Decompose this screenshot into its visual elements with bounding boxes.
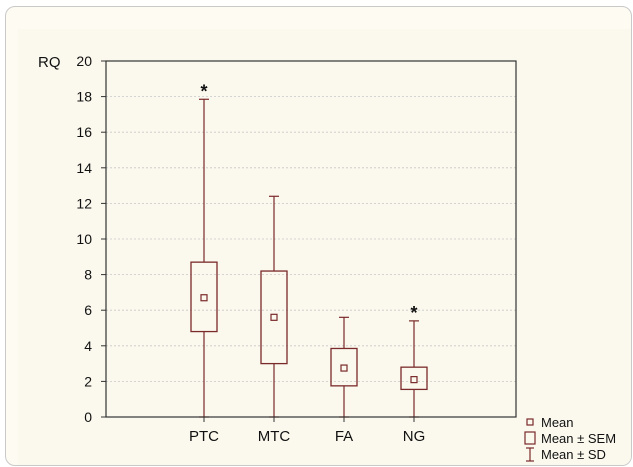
y-tick-label: 12: [76, 195, 92, 211]
legend-label: Mean: [541, 415, 574, 430]
significance-asterisk: *: [200, 81, 207, 101]
y-tick-label: 10: [76, 231, 92, 247]
sem-box: [190, 261, 218, 333]
box-group: *: [400, 303, 428, 418]
significance-asterisk: *: [410, 303, 417, 323]
mean-marker: [270, 313, 278, 321]
box-group: *: [190, 81, 218, 418]
y-tick-label: 20: [76, 53, 92, 69]
box-group: [330, 316, 358, 418]
y-tick-label: 14: [76, 160, 92, 176]
y-axis: 0 2 4 6 8 10 12 14 16 18 20: [76, 53, 106, 425]
sem-box: [260, 270, 288, 365]
chart-frame: [5, 6, 632, 466]
mean-marker: [340, 364, 348, 372]
plot-background: [18, 29, 631, 465]
plot-border: [105, 60, 517, 418]
legend-mean-marker: [526, 418, 534, 426]
y-tick-label: 4: [84, 338, 92, 354]
boxes: **: [190, 81, 428, 418]
legend-sem-marker: [524, 431, 536, 445]
x-tick-label: FA: [335, 428, 353, 445]
y-tick-label: 2: [84, 373, 92, 389]
x-axis: PTC MTC FA NG: [189, 417, 425, 445]
y-tick-label: 6: [84, 302, 92, 318]
legend-label: Mean ± SD: [541, 447, 606, 462]
x-tick-label: PTC: [189, 428, 219, 445]
y-tick-label: 0: [84, 409, 92, 425]
legend-label: Mean ± SEM: [541, 431, 616, 446]
mean-marker: [200, 294, 208, 302]
x-tick-label: MTC: [258, 428, 291, 445]
mean-marker: [410, 376, 418, 384]
box-group: [260, 195, 288, 418]
y-axis-label: RQ: [38, 54, 61, 71]
x-tick-label: NG: [403, 428, 426, 445]
y-tick-label: 16: [76, 124, 92, 140]
sem-box: [330, 347, 358, 387]
y-tick-label: 18: [76, 89, 92, 105]
y-tick-label: 8: [84, 267, 92, 283]
gridlines: [106, 96, 516, 382]
sem-box: [400, 366, 428, 391]
